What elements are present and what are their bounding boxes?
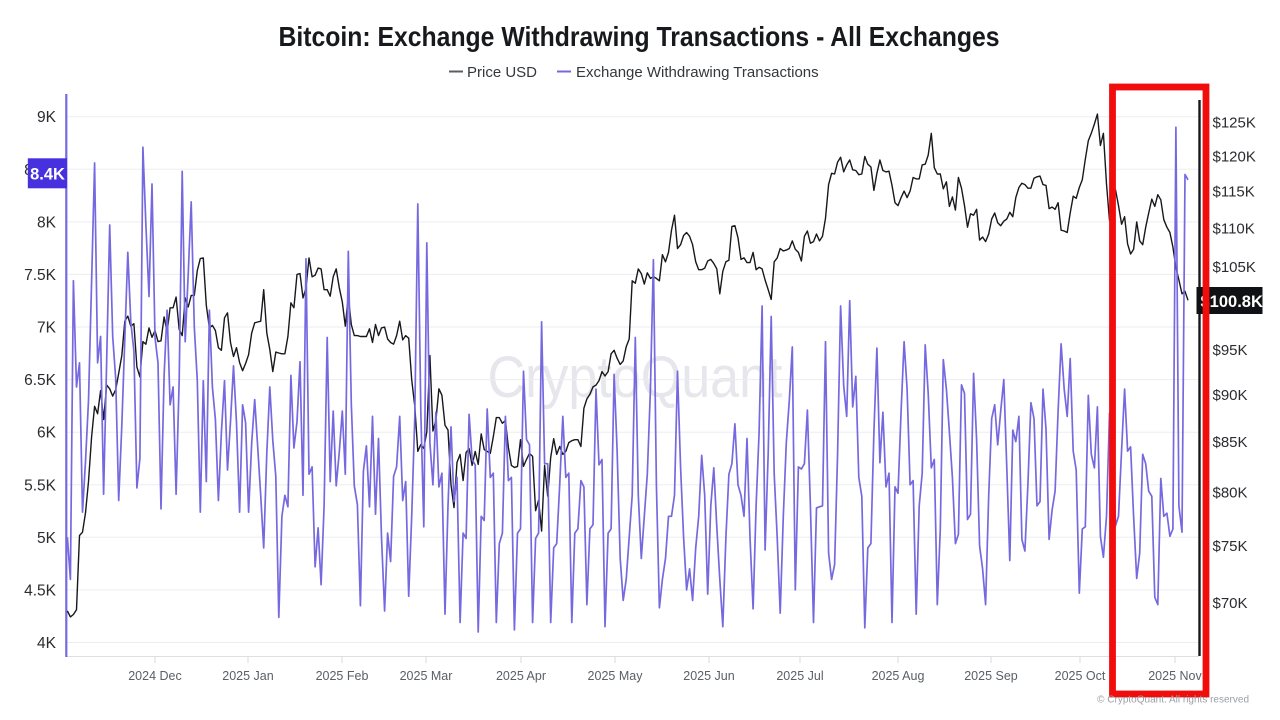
svg-text:$95K: $95K (1213, 342, 1248, 359)
svg-text:$70K: $70K (1213, 595, 1248, 612)
svg-text:Bitcoin: Exchange Withdrawing: Bitcoin: Exchange Withdrawing Transactio… (279, 21, 1000, 52)
svg-text:2025 Jun: 2025 Jun (683, 669, 734, 683)
svg-text:6K: 6K (37, 425, 57, 442)
svg-text:2025 Jan: 2025 Jan (222, 669, 273, 683)
svg-text:5.5K: 5.5K (24, 477, 57, 494)
svg-text:2025 Apr: 2025 Apr (496, 669, 546, 683)
svg-text:2025 Oct: 2025 Oct (1055, 669, 1106, 683)
svg-text:$120K: $120K (1213, 148, 1256, 165)
svg-text:$100.8K: $100.8K (1201, 293, 1263, 311)
svg-text:$125K: $125K (1213, 115, 1256, 132)
svg-text:2025 Jul: 2025 Jul (776, 669, 823, 683)
svg-text:9K: 9K (37, 109, 57, 126)
svg-text:$115K: $115K (1213, 184, 1255, 201)
svg-text:2025 Feb: 2025 Feb (316, 669, 369, 683)
svg-text:4K: 4K (37, 635, 57, 652)
svg-text:$110K: $110K (1213, 220, 1255, 237)
svg-text:2025 May: 2025 May (588, 669, 644, 683)
svg-text:7K: 7K (37, 320, 57, 337)
svg-text:4.5K: 4.5K (24, 582, 57, 599)
svg-text:$75K: $75K (1213, 538, 1248, 555)
svg-text:$85K: $85K (1213, 434, 1248, 451)
svg-text:7.5K: 7.5K (24, 267, 57, 284)
svg-text:Price USD: Price USD (467, 64, 537, 81)
svg-text:5K: 5K (37, 530, 57, 547)
svg-text:2025 Sep: 2025 Sep (964, 669, 1018, 683)
svg-text:$90K: $90K (1213, 387, 1248, 404)
svg-text:8.4K: 8.4K (30, 166, 65, 184)
svg-text:2024 Dec: 2024 Dec (128, 669, 182, 683)
svg-text:2025 Nov: 2025 Nov (1148, 669, 1202, 683)
svg-text:2025 Mar: 2025 Mar (400, 669, 453, 683)
svg-text:$80K: $80K (1213, 484, 1248, 501)
svg-text:© CryptoQuant. All rights rese: © CryptoQuant. All rights reserved (1097, 695, 1249, 706)
svg-text:2025 Aug: 2025 Aug (872, 669, 925, 683)
svg-text:6.5K: 6.5K (24, 372, 57, 389)
svg-text:8K: 8K (37, 214, 57, 231)
svg-text:Exchange Withdrawing Transacti: Exchange Withdrawing Transactions (576, 64, 819, 81)
svg-text:$105K: $105K (1213, 259, 1256, 276)
